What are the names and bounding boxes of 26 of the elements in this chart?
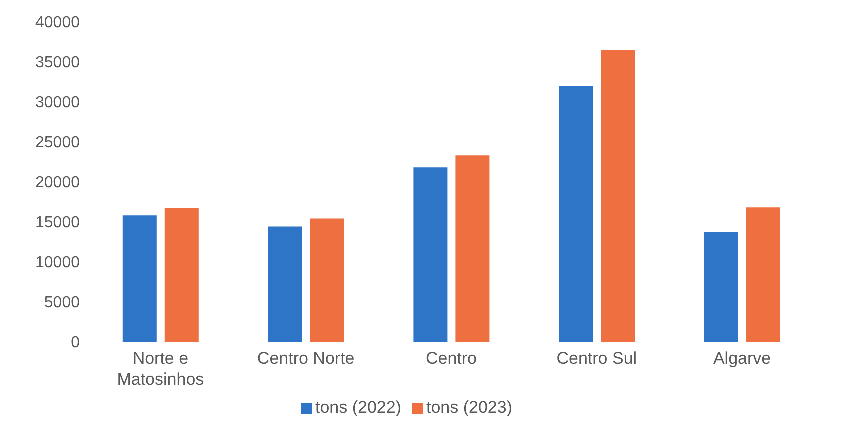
bar xyxy=(746,208,780,342)
bar xyxy=(310,218,344,342)
x-tick-label: Centro xyxy=(426,349,478,368)
bar xyxy=(414,168,448,342)
y-tick-label: 0 xyxy=(71,334,80,352)
y-tick-label: 35000 xyxy=(36,54,80,72)
y-tick-label: 10000 xyxy=(36,254,80,272)
bar xyxy=(601,50,636,342)
y-tick-label: 15000 xyxy=(36,214,80,232)
y-tick-label: 30000 xyxy=(36,94,80,112)
x-tick-label: Norte e Matosinhos xyxy=(117,349,204,389)
bar xyxy=(122,216,157,342)
legend-label: tons (2023) xyxy=(426,398,512,417)
y-tick-label: 20000 xyxy=(36,174,80,192)
x-tick-label: Centro Norte xyxy=(257,349,355,368)
bar xyxy=(559,86,594,342)
bar xyxy=(456,156,490,342)
bar xyxy=(164,208,199,342)
x-tick-label: Algarve xyxy=(713,349,772,368)
bar xyxy=(268,226,302,342)
y-tick-label: 40000 xyxy=(36,14,80,32)
legend-label: tons (2022) xyxy=(316,398,402,417)
x-tick-label: Centro Sul xyxy=(556,349,638,368)
bar xyxy=(704,232,738,342)
y-tick-label: 5000 xyxy=(44,294,80,312)
y-tick-label: 25000 xyxy=(36,134,80,152)
